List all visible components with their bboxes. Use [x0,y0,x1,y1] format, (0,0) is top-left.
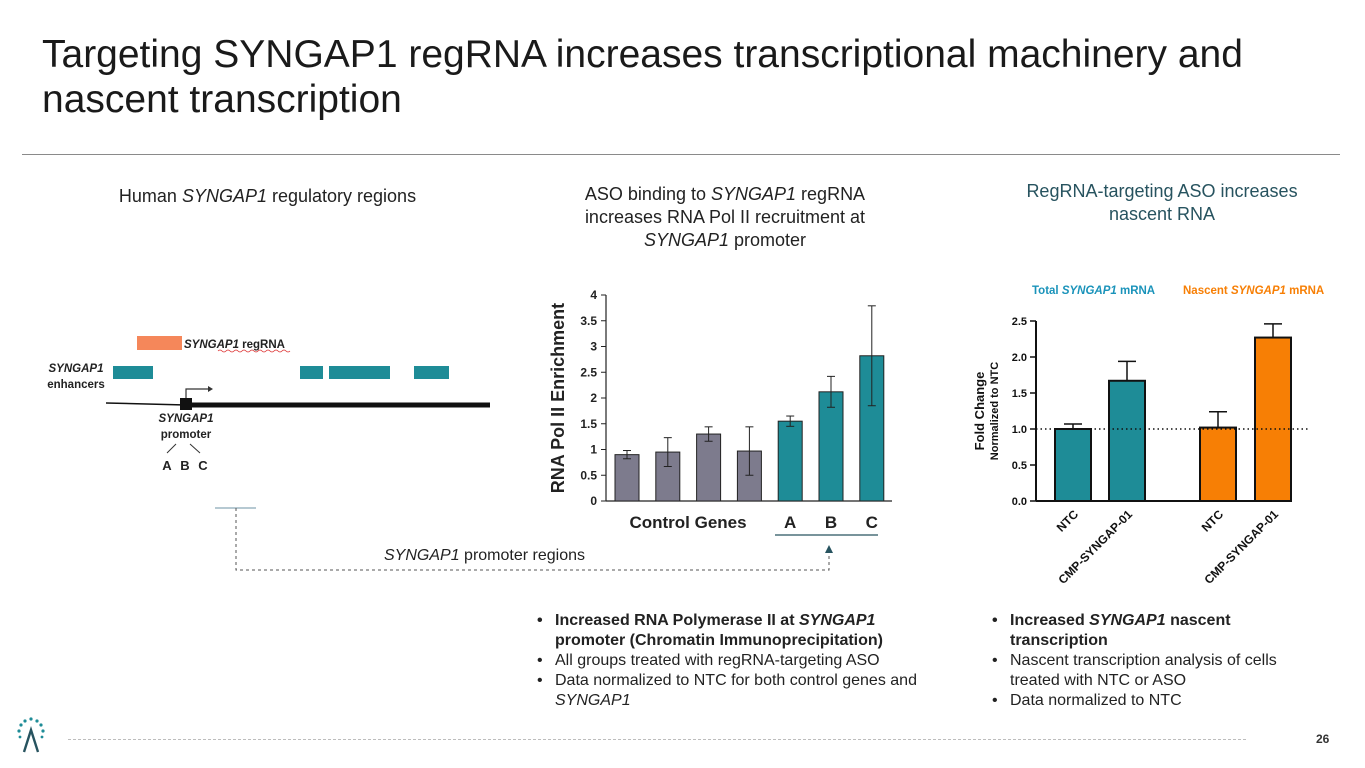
enhancer-box [414,366,449,379]
bullet-item: All groups treated with regRNA-targeting… [535,651,930,671]
y-tick-label: 0.0 [1012,496,1027,508]
regrna-box [137,336,182,350]
y-tick-label: 2.0 [1012,352,1027,364]
promoter-regions-label: SYNGAP1 promoter regions [384,547,585,564]
middle-bullet-list: Increased RNA Polymerase II at SYNGAP1 p… [535,611,930,711]
connector-arrowhead [825,545,833,553]
right-panel-header: RegRNA-targeting ASO increases nascent R… [1026,181,1298,224]
page-number: 26 [1316,732,1330,746]
y-tick-label: 2.5 [1012,316,1027,328]
bar [818,391,844,502]
pol2-enrichment-chart: 0 0.5 1 1.5 2 2.5 3 3.5 4 RNA Pol II Enrichment Co… [548,288,892,536]
upstream-line [105,402,187,406]
x-category-label: NTC [1199,507,1227,535]
legend-label: Total SYNGAP1 mRNA [1032,285,1155,297]
bullet-item: Data normalized to NTC for both control … [535,671,930,711]
legend-label: Nascent SYNGAP1 mRNA [1183,285,1324,297]
x-group-label: Control Genes [629,513,746,532]
right-bullet-list: Increased SYNGAP1 nascent transcriptionN… [990,611,1330,711]
promoter-box [180,398,192,410]
logo-dots [17,717,45,739]
y-axis-title-line1: Fold Change [972,372,987,451]
region-pointer [166,443,177,454]
y-tick-label: 0 [590,494,597,508]
enhancers-label-italic: SYNGAP1 [49,363,104,375]
x-category-label: C [866,513,878,532]
bar [1054,428,1092,502]
promoter-label-italic: SYNGAP1 [159,413,214,425]
enhancer-box [113,366,153,379]
y-tick-label: 1.5 [580,417,597,431]
fold-change-chart: Total SYNGAP1 mRNA Nascent SYNGAP1 mRNA 0.… [972,285,1324,587]
tss-arrow [185,388,208,398]
x-category-label: A [784,513,796,532]
y-axis-title: RNA Pol II Enrichment [548,303,568,493]
title-divider [22,154,1340,155]
region-label-b: B [180,458,189,473]
enhancers-label: enhancers [47,379,105,391]
region-label-c: C [198,458,208,473]
promoter-label: promoter [161,429,212,441]
bar [614,454,640,502]
spellcheck-underline [217,349,291,353]
regrna-label: SYNGAP1 regRNA [184,339,285,351]
connector-dashed-line [235,508,830,571]
y-tick-label: 2 [590,391,597,405]
left-panel-header: Human SYNGAP1 regulatory regions [118,186,417,206]
bar [1108,379,1146,503]
company-logo [17,717,45,753]
y-tick-label: 1.0 [1012,424,1027,436]
region-label-a: A [162,458,172,473]
middle-panel-header: ASO binding to SYNGAP1 regRNA increases … [584,184,866,250]
bullet-item: Nascent transcription analysis of cells … [990,651,1330,691]
slide-title: Targeting SYNGAP1 regRNA increases trans… [42,33,1243,121]
logo-letter [22,726,40,753]
y-tick-label: 0.5 [580,468,597,482]
bullet-item: Increased RNA Polymerase II at SYNGAP1 p… [535,611,930,651]
y-tick-label: 1 [590,443,597,457]
footer-divider [68,739,1246,740]
y-tick-label: 2.5 [580,365,597,379]
bullet-item: Data normalized to NTC [990,691,1330,711]
y-tick-label: 4 [590,288,597,302]
x-category-label: B [825,513,837,532]
y-tick-label: 3.5 [580,314,597,328]
enhancer-box [329,366,390,379]
y-axis-title-line2: Normalized to NTC [989,362,1001,460]
bar [777,420,803,502]
x-category-label: NTC [1054,507,1082,535]
enhancer-box [300,366,323,379]
bullet-item: Increased SYNGAP1 nascent transcription [990,611,1330,651]
region-pointer [189,443,201,454]
gene-diagram: SYNGAP1 regRNA SYNGAP1 enhancers SYNGAP1… [47,336,833,571]
tss-arrowhead [208,386,213,392]
bar [1199,426,1237,502]
y-tick-label: 1.5 [1012,388,1027,400]
bar [1254,336,1292,502]
y-tick-label: 3 [590,340,597,354]
y-tick-label: 0.5 [1012,460,1027,472]
bar [696,433,722,502]
